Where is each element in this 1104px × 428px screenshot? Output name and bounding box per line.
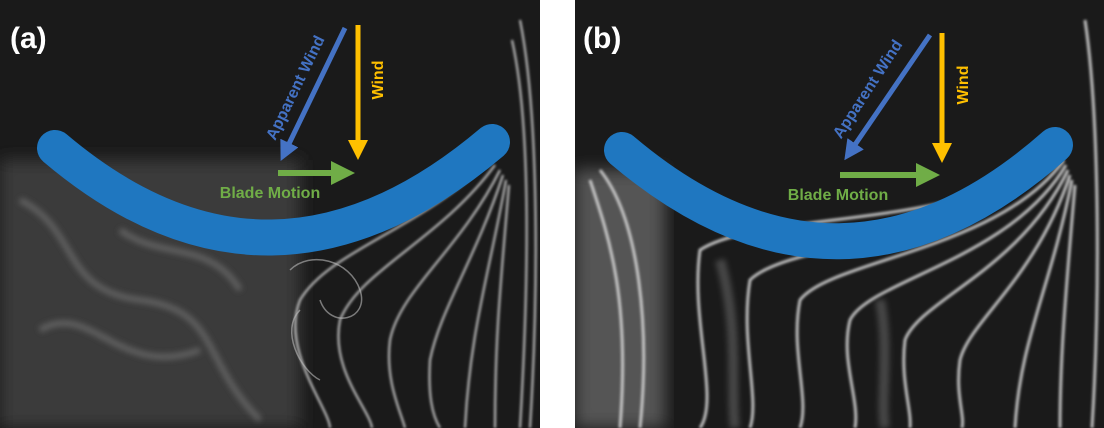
panel-label: (a) (10, 22, 47, 55)
panel-label: (b) (583, 22, 621, 55)
figure: (a) Apparent Wind Wind Blade Motion (0, 0, 1104, 428)
wind-label: Wind (955, 66, 972, 105)
blade-motion-label: Blade Motion (220, 185, 320, 202)
panel-b: (b) Apparent Wind Wind Blade Motion (575, 0, 1104, 428)
blade-motion-label: Blade Motion (788, 187, 888, 204)
wind-label: Wind (370, 61, 387, 100)
panel-a: (a) Apparent Wind Wind Blade Motion (0, 0, 540, 428)
